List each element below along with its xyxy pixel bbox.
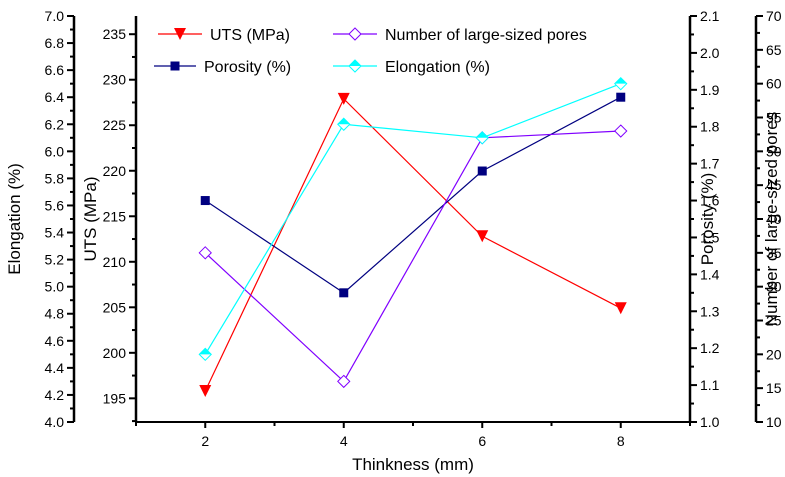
elongation-axis-title: Elongation (%) xyxy=(5,163,24,275)
axes-layer: 2 4 6 8 4.0 4.2 4.4 4.6 4.8 5.0 5.2 5.4 5.6 5.8 6.0 6.2… xyxy=(5,8,782,449)
data-point-0 xyxy=(476,230,489,243)
elongation-tick-label: 6.2 xyxy=(45,116,65,132)
porosity-tick-label: 1.8 xyxy=(700,119,720,135)
uts-tick-label: 225 xyxy=(103,117,127,133)
pores-tick-label: 50 xyxy=(766,143,782,159)
pores-tick-label: 65 xyxy=(766,42,782,58)
legend-item: Porosity (%) xyxy=(154,59,291,76)
elongation-tick-label: 4.0 xyxy=(45,414,65,430)
legend-label: UTS (MPa) xyxy=(210,27,290,44)
data-point-3 xyxy=(337,117,351,131)
legend-label: Porosity (%) xyxy=(204,59,291,76)
series-line-0 xyxy=(204,97,622,392)
x-tick-label: 2 xyxy=(201,433,209,449)
porosity-tick-label: 1.4 xyxy=(700,266,720,282)
legend-item: Elongation (%) xyxy=(333,59,490,76)
porosity-tick-label: 1.6 xyxy=(700,193,720,209)
porosity-axis-title: Porosity (%) xyxy=(698,173,717,266)
data-point-2 xyxy=(337,374,351,389)
uts-tick-label: 215 xyxy=(103,208,127,224)
elongation-tick-label: 6.4 xyxy=(45,89,65,105)
legend-label: Number of large-sized pores xyxy=(385,27,587,44)
uts-tick-label: 210 xyxy=(103,254,127,270)
porosity-tick-label: 1.9 xyxy=(700,82,720,98)
x-tick-label: 4 xyxy=(340,433,348,449)
data-point-0 xyxy=(337,92,350,105)
porosity-tick-label: 2.0 xyxy=(700,45,720,61)
legend-item: UTS (MPa) xyxy=(158,27,290,44)
pores-tick-label: 25 xyxy=(766,313,782,329)
pores-tick-label: 45 xyxy=(766,177,782,193)
pores-tick-label: 60 xyxy=(766,76,782,92)
elongation-tick-label: 4.4 xyxy=(45,360,65,376)
data-point-3 xyxy=(198,347,212,362)
data-point-1 xyxy=(616,92,626,102)
legend-item: Number of large-sized pores xyxy=(333,27,587,44)
porosity-tick-label: 1.0 xyxy=(700,414,720,430)
legend-marker xyxy=(174,28,186,40)
pores-tick-label: 15 xyxy=(766,380,782,396)
pores-tick-label: 30 xyxy=(766,279,782,295)
uts-tick-label: 235 xyxy=(103,26,127,42)
x-tick-label: 6 xyxy=(478,433,486,449)
elongation-tick-label: 6.6 xyxy=(45,62,65,78)
porosity-tick-label: 1.2 xyxy=(700,340,720,356)
legend-marker xyxy=(170,61,180,71)
elongation-tick-label: 5.0 xyxy=(45,279,65,295)
pores-tick-label: 70 xyxy=(766,8,782,24)
uts-tick-label: 205 xyxy=(103,299,127,315)
data-point-1 xyxy=(477,166,487,176)
porosity-tick-label: 1.7 xyxy=(700,156,720,172)
elongation-tick-label: 5.4 xyxy=(45,225,65,241)
pores-tick-label: 35 xyxy=(766,245,782,261)
elongation-tick-label: 4.6 xyxy=(45,333,65,349)
pores-tick-label: 10 xyxy=(766,414,782,430)
data-point-1 xyxy=(339,288,349,298)
elongation-tick-label: 4.8 xyxy=(45,306,65,322)
uts-tick-label: 230 xyxy=(103,72,127,88)
legend-marker xyxy=(348,59,362,73)
series-line-2 xyxy=(204,130,621,383)
elongation-tick-label: 6.8 xyxy=(45,35,65,51)
porosity-tick-label: 1.1 xyxy=(700,377,720,393)
elongation-tick-label: 5.8 xyxy=(45,170,65,186)
data-point-2 xyxy=(614,124,628,138)
pores-tick-label: 20 xyxy=(766,346,782,362)
x-tick-label: 8 xyxy=(617,433,625,449)
series-layer xyxy=(198,76,628,398)
pores-axis-title: Number of large-sized pores xyxy=(762,112,781,326)
elongation-tick-label: 5.2 xyxy=(45,252,65,268)
uts-tick-label: 220 xyxy=(103,163,127,179)
data-point-3 xyxy=(614,76,628,91)
elongation-tick-label: 6.0 xyxy=(45,143,65,159)
elongation-tick-label: 5.6 xyxy=(45,197,65,213)
x-axis-title: Thinkness (mm) xyxy=(352,455,474,474)
series-line-3 xyxy=(204,83,621,355)
legend-label: Elongation (%) xyxy=(385,59,490,76)
elongation-tick-label: 7.0 xyxy=(45,8,65,24)
series-line-1 xyxy=(204,96,622,294)
uts-tick-label: 200 xyxy=(103,345,127,361)
uts-axis-title: UTS (MPa) xyxy=(81,177,100,262)
legend: UTS (MPa) Porosity (%) Number of large-siz… xyxy=(154,27,587,76)
data-point-0 xyxy=(199,385,212,398)
porosity-tick-label: 1.5 xyxy=(700,229,720,245)
uts-tick-label: 195 xyxy=(103,390,127,406)
legend-marker xyxy=(348,27,362,41)
elongation-tick-label: 4.2 xyxy=(45,387,65,403)
data-point-0 xyxy=(614,302,627,315)
data-point-1 xyxy=(200,196,210,206)
pores-tick-label: 55 xyxy=(766,110,782,126)
porosity-tick-label: 1.3 xyxy=(700,303,720,319)
pores-tick-label: 40 xyxy=(766,211,782,227)
data-point-3 xyxy=(475,131,489,145)
porosity-tick-label: 2.1 xyxy=(700,8,720,24)
data-point-2 xyxy=(198,246,212,260)
